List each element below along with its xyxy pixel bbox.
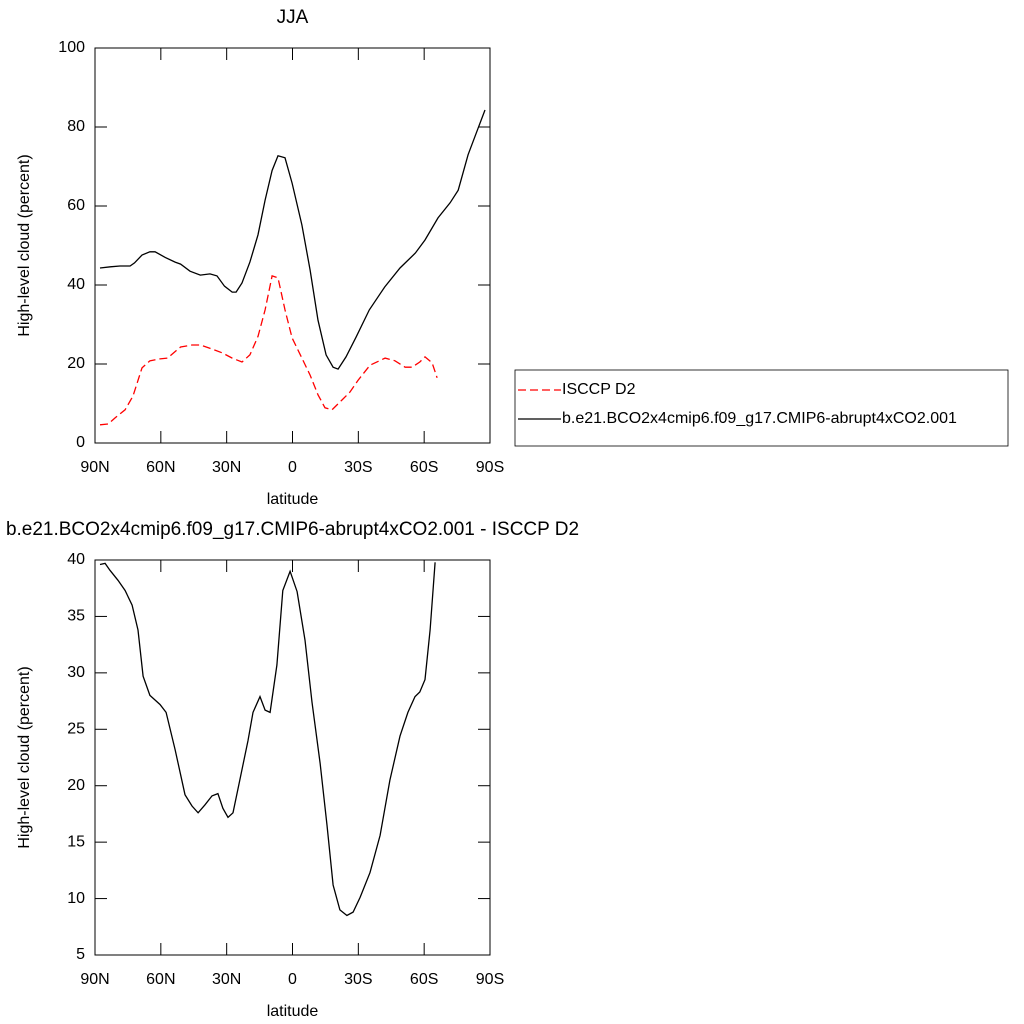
legend-label: ISCCP D2 [562, 381, 636, 398]
y-tick-label: 100 [58, 39, 85, 56]
x-tick-label: 30N [212, 459, 241, 476]
y-tick-label: 10 [67, 890, 85, 907]
data-line [99, 275, 438, 426]
y-tick-label: 0 [76, 434, 85, 451]
plot-frame [94, 47, 491, 444]
y-tick-label: 60 [67, 197, 85, 214]
x-axis-label: latitude [267, 491, 319, 508]
data-line [99, 109, 486, 370]
x-axis-label: latitude [267, 1003, 319, 1020]
y-tick-label: 30 [67, 664, 85, 681]
x-tick-label: 60N [146, 971, 175, 988]
legend-box [514, 369, 1009, 447]
y-tick-label: 40 [67, 551, 85, 568]
x-tick-label: 30S [344, 459, 372, 476]
x-tick-label: 60S [410, 971, 438, 988]
x-tick-label: 90N [80, 971, 109, 988]
y-tick-label: 20 [67, 777, 85, 794]
x-tick-label: 0 [288, 971, 297, 988]
x-tick-label: 30S [344, 971, 372, 988]
x-tick-label: 30N [212, 971, 241, 988]
y-tick-label: 15 [67, 833, 85, 850]
chart-title: JJA [277, 7, 309, 28]
x-tick-label: 60S [410, 459, 438, 476]
chart-title: b.e21.BCO2x4cmip6.f09_g17.CMIP6-abrupt4x… [6, 519, 579, 540]
legend-label: b.e21.BCO2x4cmip6.f09_g17.CMIP6-abrupt4x… [562, 410, 957, 427]
y-tick-label: 80 [67, 118, 85, 135]
x-tick-label: 90N [80, 459, 109, 476]
y-axis-label: High-level cloud (percent) [16, 666, 33, 848]
y-tick-label: 40 [67, 276, 85, 293]
y-tick-label: 20 [67, 355, 85, 372]
y-tick-label: 35 [67, 608, 85, 625]
y-tick-label: 5 [76, 946, 85, 963]
y-tick-label: 25 [67, 721, 85, 738]
x-tick-label: 90S [476, 971, 504, 988]
y-axis-label: High-level cloud (percent) [16, 154, 33, 336]
x-tick-label: 60N [146, 459, 175, 476]
x-tick-label: 0 [288, 459, 297, 476]
data-line [99, 562, 436, 917]
x-tick-label: 90S [476, 459, 504, 476]
